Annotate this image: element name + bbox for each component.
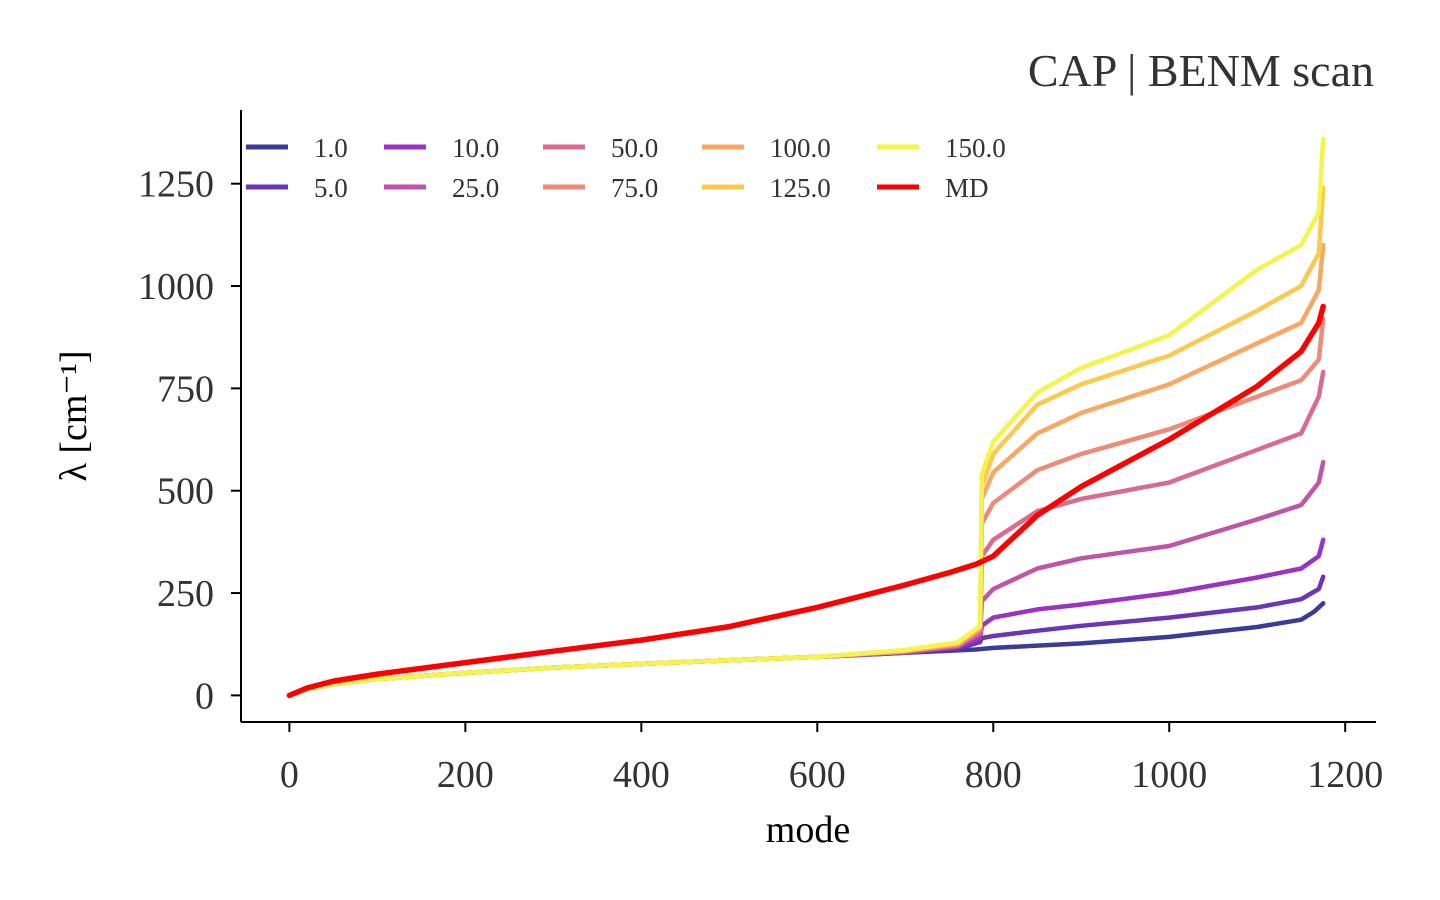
x-tick-label: 1000	[1131, 754, 1207, 796]
legend-label-4: 50.0	[611, 133, 658, 163]
x-tick-label: 400	[613, 754, 670, 796]
y-tick-label: 1000	[138, 266, 214, 308]
legend-label-8: 150.0	[945, 133, 1006, 163]
chart-title: CAP | BENM scan	[1028, 45, 1374, 96]
legend-label-3: 25.0	[452, 173, 499, 203]
x-tick-label: 200	[437, 754, 494, 796]
x-tick-label: 0	[280, 754, 299, 796]
y-tick-label: 250	[157, 573, 214, 615]
legend-label-9: MD	[945, 173, 989, 203]
legend-label-2: 10.0	[452, 133, 499, 163]
legend-label-6: 100.0	[770, 133, 831, 163]
series-line-3	[287, 459, 1326, 698]
y-tick-label: 1250	[138, 164, 214, 206]
y-tick-label: 750	[157, 368, 214, 410]
plot-area	[286, 136, 1326, 699]
y-axis-label: λ [cm⁻¹]	[53, 350, 95, 481]
x-tick-label: 800	[965, 754, 1022, 796]
axes: 0 200 400 600 800 1000 1200 0 250 500 750 1000 1250	[138, 110, 1383, 796]
legend-label-0: 1.0	[314, 133, 348, 163]
series-line-9	[286, 303, 1326, 699]
y-axis-label-text: λ [cm⁻¹]	[53, 350, 95, 481]
x-axis-label: mode	[766, 809, 850, 851]
y-tick-label: 0	[195, 675, 214, 717]
legend-label-7: 125.0	[770, 173, 831, 203]
series-line-4	[287, 369, 1326, 698]
y-tick-label: 500	[157, 471, 214, 513]
legend-label-1: 5.0	[314, 173, 348, 203]
legend-label-5: 75.0	[611, 173, 658, 203]
series-line-8	[287, 136, 1326, 698]
series-line-6	[287, 242, 1326, 698]
legend: 1.0 5.0 10.0 25.0 50.0 75.0 100.0 125.0 150.0 MD	[246, 133, 1006, 203]
x-tick-label: 600	[789, 754, 846, 796]
x-tick-label: 1200	[1307, 754, 1383, 796]
